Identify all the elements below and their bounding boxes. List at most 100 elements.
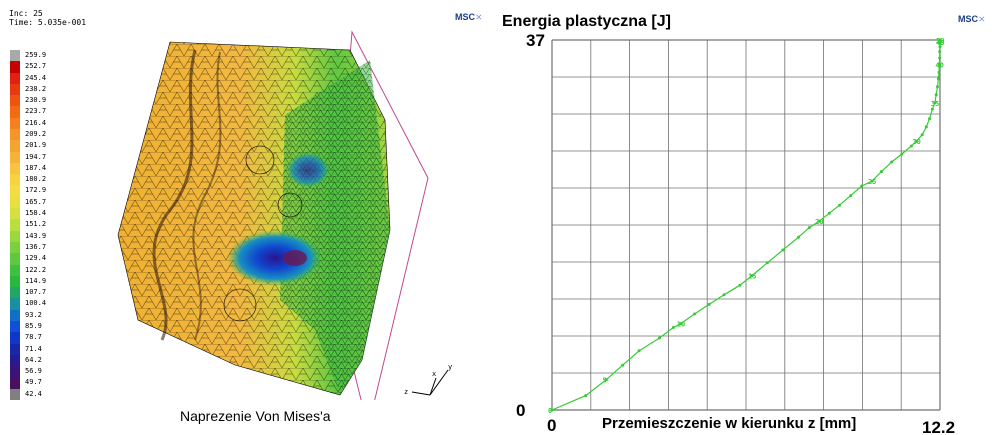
legend-swatch (10, 377, 20, 390)
legend-swatch (10, 162, 20, 175)
legend-swatch (10, 106, 20, 119)
legend-label: 172.9 (25, 186, 47, 195)
legend-label: 64.2 (25, 355, 42, 364)
data-point (936, 77, 940, 81)
data-label: 40 (935, 61, 943, 69)
legend-label: 201.9 (25, 141, 47, 150)
data-point (938, 50, 942, 54)
data-point (637, 349, 641, 353)
legend-label: 107.7 (25, 288, 47, 297)
data-point (938, 45, 942, 49)
data-label: 25 (868, 178, 876, 186)
legend-label: 194.7 (25, 152, 47, 161)
legend-swatch (10, 219, 20, 232)
data-point (657, 336, 661, 340)
legend-label: 49.7 (25, 378, 42, 387)
legend-label: 151.2 (25, 220, 47, 229)
data-label: 0 (548, 407, 552, 415)
data-label: 35 (931, 100, 939, 108)
legend-label: 238.2 (25, 84, 47, 93)
data-point (838, 203, 842, 207)
data-point (938, 56, 942, 60)
data-point (765, 261, 769, 265)
chart-grid (551, 39, 941, 411)
data-point (738, 283, 742, 287)
legend-swatch (10, 320, 20, 333)
contour-caption: Naprezenie Von Mises'a (180, 408, 331, 424)
data-point (937, 70, 941, 74)
legend-label: 114.9 (25, 276, 47, 285)
x-axis-label: Przemieszczenie w kierunku z [mm] (602, 415, 856, 432)
legend-swatch (10, 253, 20, 265)
legend-label: 158.4 (25, 209, 47, 218)
msc-logo-right: MSC⨯ (958, 14, 986, 24)
legend-label: 259.9 (25, 51, 47, 59)
coordinate-triad-icon: z x y (404, 363, 452, 396)
legend-label: 230.9 (25, 96, 47, 105)
legend-swatch (10, 129, 20, 141)
data-point (621, 363, 625, 367)
y-tick-max: 37 (526, 31, 545, 50)
legend-label: 209.2 (25, 130, 47, 139)
data-point (920, 133, 924, 137)
legend-label: 165.7 (25, 197, 47, 206)
contour-legend: 259.9 252.7 245.4 238.2 230.9 223.7 216.4 209.2… (10, 50, 70, 401)
msc-logo-left: MSC⨯ (455, 12, 483, 22)
x-tick-max: 12.2 (922, 418, 955, 435)
legend-swatch (10, 343, 20, 356)
data-point (930, 107, 934, 111)
data-point (827, 211, 831, 215)
legend-swatch (10, 117, 20, 130)
data-point (807, 226, 811, 230)
data-point (870, 179, 874, 183)
data-point (692, 312, 696, 316)
data-point (914, 139, 918, 143)
legend-swatch (10, 196, 20, 209)
data-point (707, 302, 711, 306)
data-label: 50 (936, 37, 944, 45)
data-label: 45 (936, 39, 944, 47)
data-point (860, 184, 864, 188)
legend-label: 42.4 (25, 389, 42, 398)
data-label: 5 (602, 377, 606, 385)
legend-label: 143.9 (25, 231, 47, 240)
legend-label: 223.7 (25, 107, 47, 116)
y-tick-min: 0 (516, 401, 525, 420)
legend-swatch (10, 275, 20, 288)
time-label: Time: 5.035e-001 (9, 18, 87, 27)
increment-label: Inc: 25 (9, 9, 43, 18)
data-label: 30 (912, 138, 920, 146)
legend-swatch (10, 61, 20, 74)
data-point (604, 378, 608, 382)
fem-contour-panel: Inc: 25 Time: 5.035e-001 MSC⨯ 259.9 252.7… (0, 0, 492, 435)
legend-swatch (10, 208, 20, 220)
legend-label: 187.4 (25, 163, 47, 172)
data-point (933, 101, 937, 105)
triad-x-label: x (432, 370, 436, 378)
x-tick-min: 0 (547, 416, 556, 435)
legend-label: 216.4 (25, 118, 47, 127)
legend-swatch (10, 72, 20, 85)
legend-label: 122.2 (25, 265, 47, 274)
legend-label: 252.7 (25, 62, 47, 71)
data-point (550, 408, 554, 412)
data-point (890, 160, 894, 164)
data-point (781, 248, 785, 252)
legend-label: 56.9 (25, 367, 42, 376)
legend-label: 78.7 (25, 333, 42, 342)
legend-swatch (10, 287, 20, 299)
legend-label: 180.2 (25, 175, 47, 184)
data-point (924, 125, 928, 129)
legend-label: 245.4 (25, 73, 47, 82)
data-point (928, 117, 932, 121)
legend-swatch (10, 50, 20, 62)
data-label: 15 (748, 273, 756, 281)
legend-swatch (10, 264, 20, 277)
data-point (817, 219, 821, 223)
legend-label: 85.9 (25, 321, 42, 330)
data-label: 10 (677, 321, 685, 329)
data-point (750, 274, 754, 278)
